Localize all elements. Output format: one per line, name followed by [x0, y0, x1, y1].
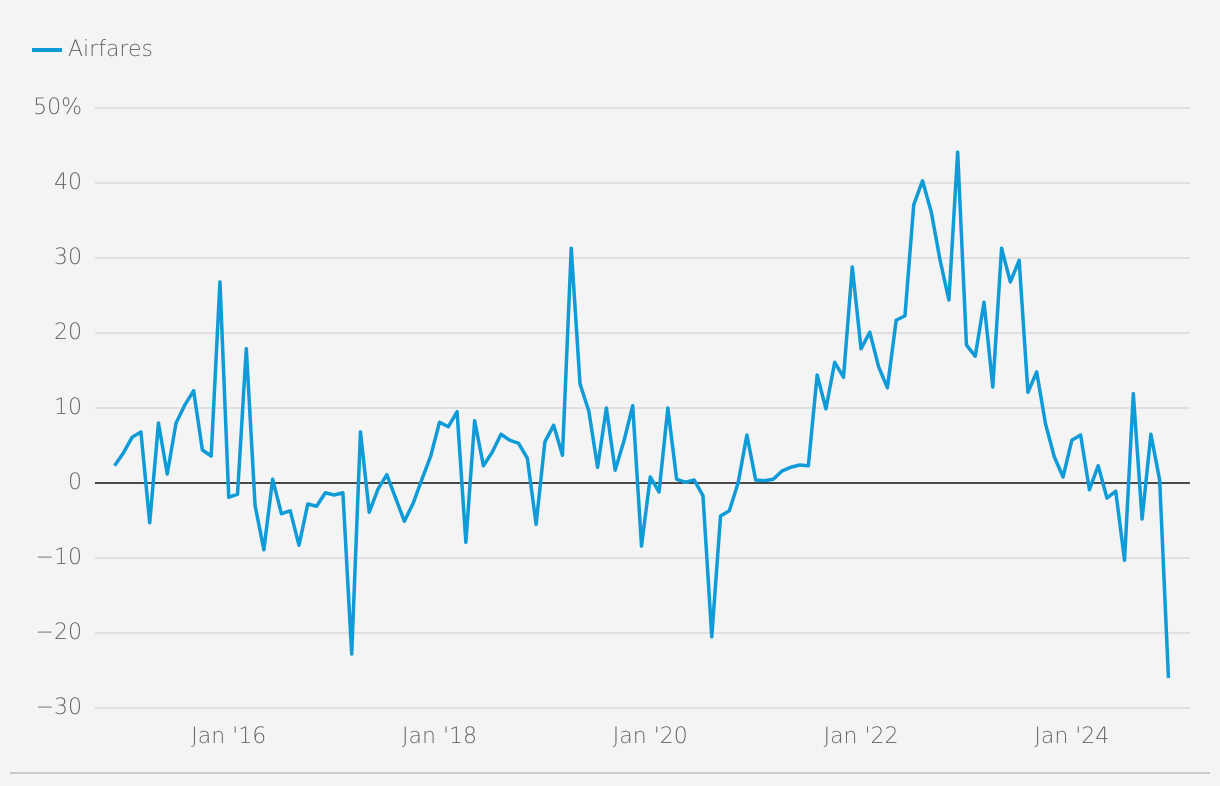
- x-tick-label: Jan '16: [191, 724, 266, 749]
- data-line: [113, 150, 1171, 679]
- legend-label: Airfares: [68, 37, 153, 62]
- y-tick-label: 0: [68, 470, 82, 495]
- y-tick-label: −10: [36, 545, 82, 570]
- y-tick-label: −20: [36, 620, 82, 645]
- y-tick-label: 50%: [33, 95, 82, 120]
- x-tick-label: Jan '22: [824, 724, 899, 749]
- y-tick-label: 20: [54, 320, 82, 345]
- x-tick-label: Jan '18: [402, 724, 477, 749]
- y-tick-label: −30: [36, 695, 82, 720]
- y-tick-label: 30: [54, 245, 82, 270]
- x-tick-label: Jan '20: [613, 724, 688, 749]
- y-tick-label: 10: [54, 395, 82, 420]
- y-tick-label: 40: [54, 170, 82, 195]
- x-tick-label: Jan '24: [1034, 724, 1109, 749]
